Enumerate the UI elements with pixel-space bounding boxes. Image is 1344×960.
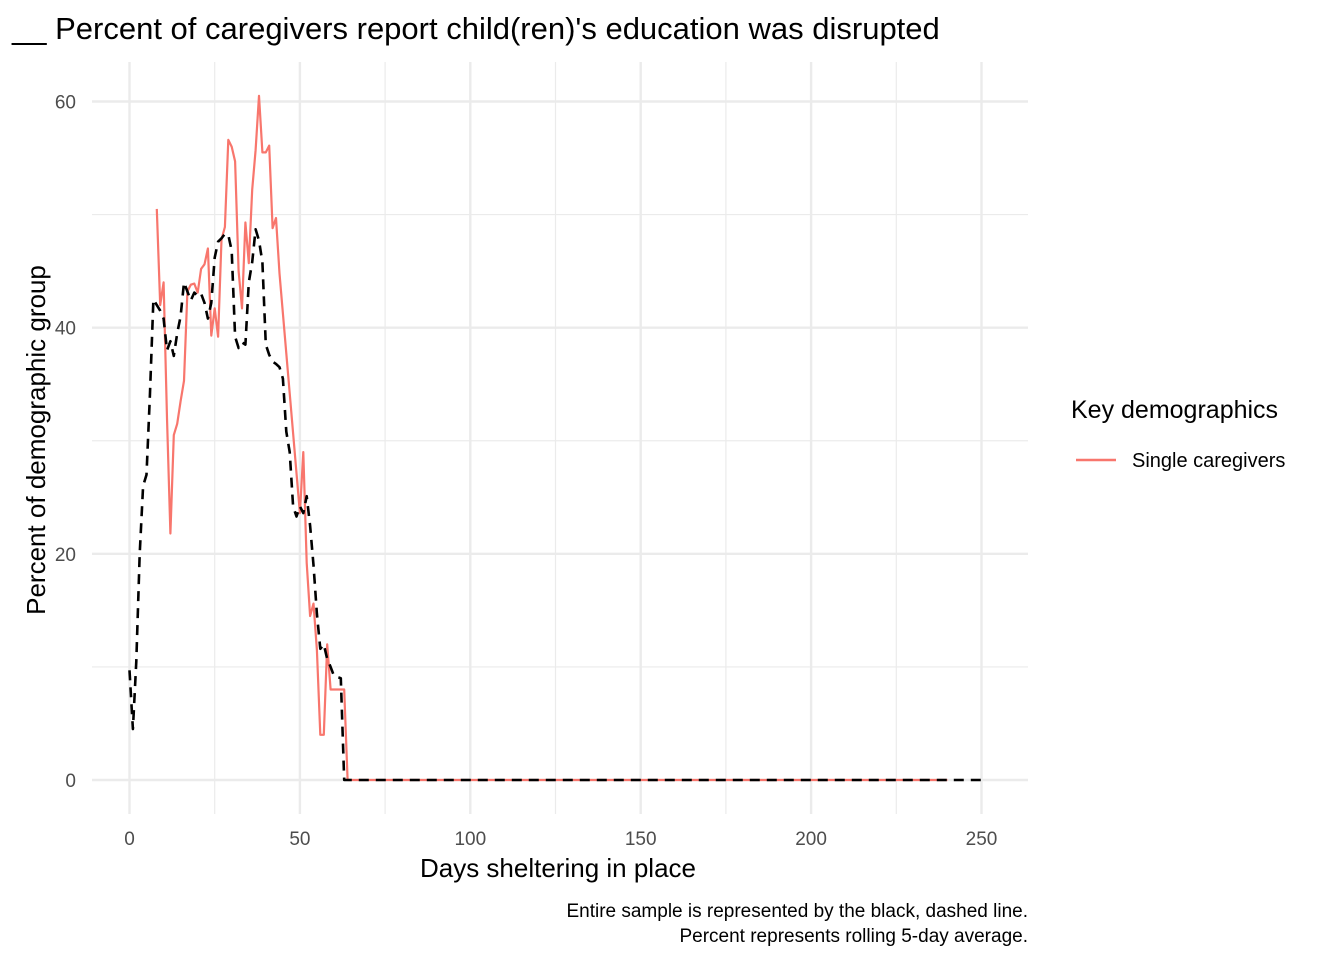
x-tick-label: 200 xyxy=(795,829,827,850)
legend-title: Key demographics xyxy=(1071,396,1278,424)
caption-line-2: Percent represents rolling 5-day average… xyxy=(679,926,1028,947)
caption: Entire sample is represented by the blac… xyxy=(566,901,1028,947)
x-axis-title: Days sheltering in place xyxy=(420,853,696,883)
y-axis-tick-labels: 0 20 40 60 xyxy=(55,93,76,793)
x-tick-label: 250 xyxy=(966,829,998,850)
x-tick-label: 100 xyxy=(454,829,486,850)
x-tick-label: 0 xyxy=(124,829,135,850)
x-axis-tick-labels: 0 50 100 150 200 250 xyxy=(124,829,997,850)
legend: Key demographics Single caregivers xyxy=(1071,396,1285,472)
y-axis-title: Percent of demographic group xyxy=(21,265,51,615)
y-tick-label: 0 xyxy=(65,771,76,792)
chart-title: __ Percent of caregivers report child(re… xyxy=(11,11,940,46)
y-tick-label: 20 xyxy=(55,545,76,566)
series-line-single-caregivers xyxy=(155,94,948,782)
series-lines xyxy=(128,94,982,782)
legend-label-single-caregivers: Single caregivers xyxy=(1132,450,1285,472)
x-tick-label: 50 xyxy=(289,829,310,850)
grid-lines xyxy=(92,62,1028,814)
x-tick-label: 150 xyxy=(625,829,657,850)
series-line-entire-sample xyxy=(128,228,982,782)
caption-line-1: Entire sample is represented by the blac… xyxy=(566,901,1028,922)
y-tick-label: 60 xyxy=(55,93,76,114)
y-tick-label: 40 xyxy=(55,319,76,340)
